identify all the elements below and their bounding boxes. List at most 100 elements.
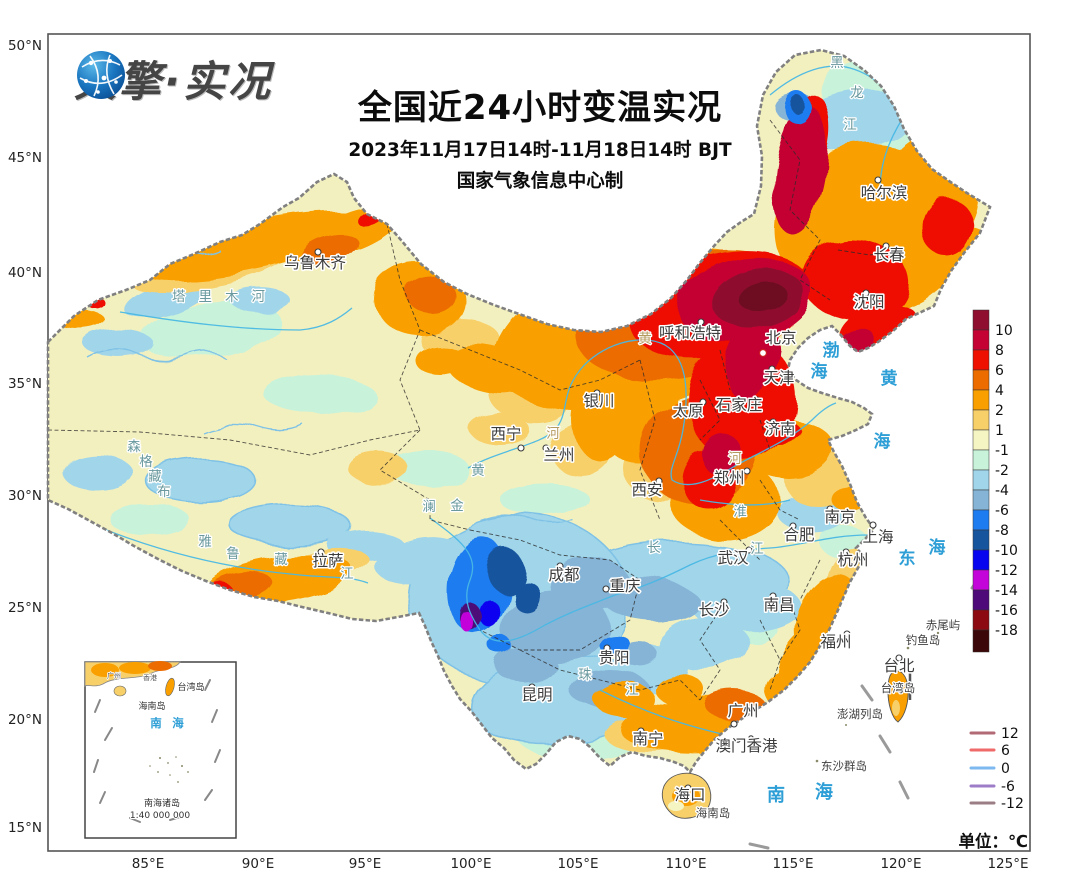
river-label: 格: [139, 454, 153, 470]
city-dots: [314, 176, 903, 792]
river-label: 布: [157, 484, 171, 500]
city-labels: 乌鲁木齐 哈尔滨 长春 沈阳 北京 天津 呼和浩特 石家庄 太原 济南 银川 西…: [282, 183, 916, 806]
inset-south-china-sea: 广州 香港 台湾岛 海南岛 南 海 南海诸岛 1:40 000 000: [84, 661, 237, 839]
inset-label-taiwan: 台湾岛: [177, 681, 204, 693]
lon-label: 105°E: [557, 856, 598, 872]
rivers: [59, 65, 904, 738]
city-label: 南京: [824, 508, 855, 526]
river-label: 澜: [422, 499, 436, 515]
map-title: 全国近24小时变温实况: [357, 88, 723, 128]
lon-label: 95°E: [349, 856, 381, 872]
colorbar-tick: -6: [995, 503, 1009, 519]
colorbar-block: [972, 389, 990, 411]
city-label: 昆明: [521, 686, 552, 704]
city-label: 贵阳: [598, 649, 629, 667]
map-credit: 国家气象信息中心制: [456, 171, 624, 192]
lon-label: 100°E: [450, 856, 491, 872]
colorbar-block: [972, 509, 990, 531]
city-label: 济南: [764, 420, 795, 438]
colorbar-block: [972, 489, 990, 511]
colorbar-block: [972, 569, 990, 591]
city-label: 银川: [583, 392, 614, 410]
city-label: 郑州: [713, 469, 744, 487]
city-label: 南宁: [632, 730, 663, 748]
river-label: 黄: [471, 463, 485, 479]
river-label: 江: [625, 682, 639, 698]
colorbar-tick: -2: [995, 463, 1009, 479]
city-label: 上海: [862, 528, 893, 546]
river-label: 鲁: [226, 546, 240, 562]
lat-label: 50°N: [8, 38, 42, 54]
city-label: 重庆: [609, 577, 640, 595]
city-label: 台北: [883, 657, 915, 675]
national-border: [46, 48, 992, 775]
city-label: 海口: [674, 786, 705, 804]
lon-label: 110°E: [665, 856, 706, 872]
legend-line-label: -6: [1001, 779, 1015, 795]
colorbar-tick: -1: [995, 443, 1009, 459]
island-taiwan: [887, 670, 909, 723]
inset-label-sea: 南: [150, 716, 166, 730]
inset-frame: [84, 661, 237, 839]
lon-label: 125°E: [987, 856, 1028, 872]
river-label: 河: [728, 451, 742, 467]
island-label-hainan: 海南岛: [696, 806, 731, 820]
inset-label-sea: 海: [172, 716, 188, 730]
inset-label-hainan: 海南岛: [138, 700, 165, 712]
city-label: 哈尔滨: [861, 184, 908, 202]
sea-label-nanhai: 海: [815, 781, 833, 803]
city-label: 香港: [746, 737, 778, 755]
city-label: 西宁: [490, 425, 521, 443]
sea-label-donghai: 海: [929, 537, 946, 558]
city-label: 拉萨: [312, 552, 343, 570]
city-label: 福州: [820, 633, 851, 651]
colorbar-tick: 2: [995, 403, 1004, 419]
sea-label-bohai: 渤: [823, 340, 840, 361]
city-label: 太原: [672, 402, 703, 420]
colorbar-block: [972, 609, 990, 631]
river-label: 金: [450, 498, 464, 514]
colorbar-block: [972, 529, 990, 551]
legend-line-label: -12: [1001, 796, 1024, 812]
city-label: 澳门: [715, 737, 746, 755]
colorbar-block: [972, 369, 990, 391]
lat-label: 40°N: [8, 265, 42, 281]
city-label: 杭州: [837, 551, 868, 569]
island-hainan: [661, 772, 712, 819]
colorbar-block: [972, 449, 990, 471]
river-label: 淮: [733, 504, 747, 520]
river-label: 江: [340, 566, 354, 582]
inset-taiwan-shape: [165, 677, 175, 697]
colorbar-tick: -10: [995, 543, 1018, 559]
inset-scale: 1:40 000 000: [130, 811, 191, 821]
inset-dash-line: [93, 679, 221, 823]
city-label: 长春: [873, 246, 904, 264]
river-label: 黑: [830, 55, 844, 71]
lat-label: 15°N: [8, 820, 42, 836]
river-label: 黄: [638, 331, 652, 347]
title-block: 全国近24小时变温实况 2023年11月17日14时-11月18日14时 BJT…: [320, 80, 760, 193]
lat-label: 20°N: [8, 712, 42, 728]
sea-label-donghai: 东: [899, 548, 916, 569]
colorbar-block: [972, 589, 990, 611]
colorbar-tick: -16: [995, 603, 1018, 619]
island-label-penghu: 澎湖列岛: [837, 707, 883, 721]
city-label: 北京: [765, 329, 796, 347]
river-label: 雅: [198, 534, 212, 550]
city-label: 呼和浩特: [659, 324, 721, 342]
colorbar-tick: -18: [995, 623, 1018, 639]
river-label: 藏: [148, 469, 162, 485]
unit-label: 单位：℃: [959, 831, 1028, 851]
river-label: 龙: [850, 85, 864, 101]
lon-label: 115°E: [772, 856, 813, 872]
colorbar-tick: -8: [995, 523, 1009, 539]
sea-label-nanhai: 南: [767, 784, 785, 806]
city-label: 西安: [631, 481, 662, 499]
inset-hainan-shape: [113, 685, 127, 697]
city-label: 长沙: [698, 601, 729, 619]
colorbar-block: [972, 409, 990, 431]
sea-label-bohai: 海: [811, 361, 828, 382]
lat-label: 35°N: [8, 376, 42, 392]
city-label: 合肥: [783, 526, 814, 544]
colorbar-tick: -14: [995, 583, 1018, 599]
